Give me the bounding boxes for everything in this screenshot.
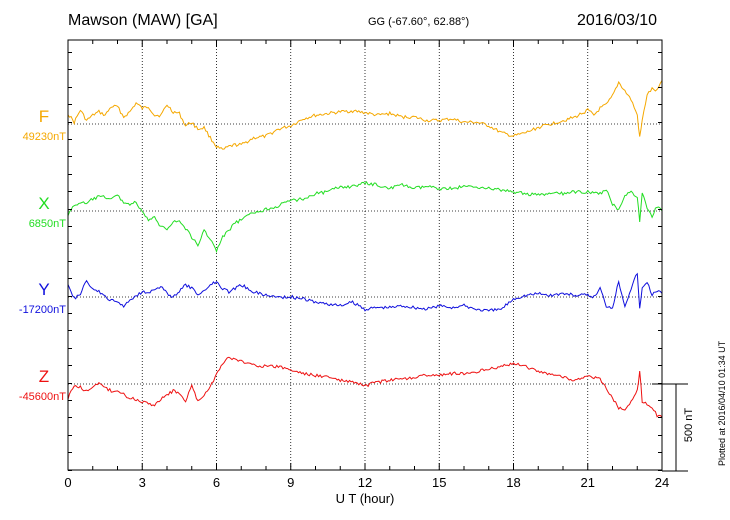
x-tick-label: 3 bbox=[139, 475, 146, 490]
component-letter-x: X bbox=[38, 194, 50, 213]
x-tick-label: 15 bbox=[432, 475, 446, 490]
x-tick-label: 0 bbox=[64, 475, 71, 490]
series-line-x bbox=[67, 180, 663, 254]
component-letter-y: Y bbox=[38, 280, 50, 299]
component-letter-f: F bbox=[38, 107, 50, 126]
baseline-label-z: -45600nT bbox=[18, 391, 66, 403]
x-tick-label: 24 bbox=[655, 475, 669, 490]
plot-frame bbox=[67, 39, 663, 471]
baseline-label-x: 6850nT bbox=[28, 218, 66, 230]
chart-title: Mawson (MAW) [GA] bbox=[68, 12, 218, 29]
date-label: 2016/03/10 bbox=[577, 12, 658, 29]
x-tick-label: 9 bbox=[287, 475, 294, 490]
baseline-label-y: -17200nT bbox=[18, 304, 66, 316]
component-letter-z: Z bbox=[38, 367, 50, 386]
series-line-f bbox=[67, 80, 663, 150]
scale-bar-label: 500 nT bbox=[683, 408, 695, 443]
x-axis-label: U T (hour) bbox=[336, 491, 395, 506]
x-tick-label: 18 bbox=[506, 475, 520, 490]
coordinates-label: GG (-67.60°, 62.88°) bbox=[368, 16, 470, 28]
series-lines bbox=[67, 80, 663, 418]
grid bbox=[68, 40, 662, 470]
axis-ticks: 0 3 6 9 12 15 18 21 24 bbox=[64, 40, 669, 490]
x-tick-label: 6 bbox=[213, 475, 220, 490]
x-tick-label: 12 bbox=[358, 475, 372, 490]
series-line-z bbox=[67, 356, 663, 418]
x-tick-label: 21 bbox=[581, 475, 595, 490]
series-line-y bbox=[67, 272, 663, 312]
plotted-timestamp: Plotted at 2016/04/10 01:34 UT bbox=[717, 340, 727, 466]
scale-bar bbox=[652, 383, 688, 472]
baseline-label-f: 49230nT bbox=[22, 131, 66, 143]
